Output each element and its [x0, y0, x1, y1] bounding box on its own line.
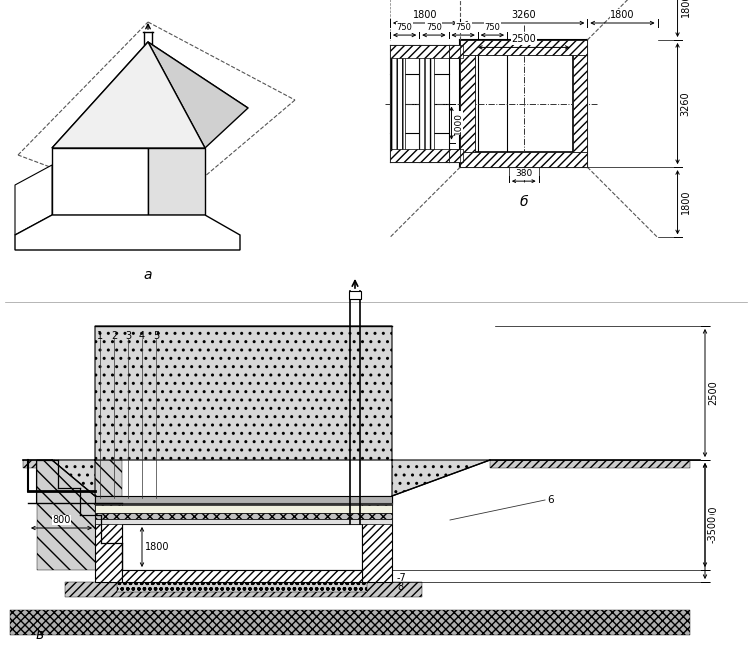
Bar — [420, 57, 434, 150]
Bar — [460, 55, 475, 152]
Text: 750: 750 — [397, 23, 413, 32]
Bar — [23, 460, 55, 468]
Text: 1800: 1800 — [145, 542, 169, 552]
Bar — [122, 570, 362, 582]
Text: 1800: 1800 — [681, 190, 690, 215]
Text: -7: -7 — [397, 573, 407, 583]
Bar — [95, 505, 392, 513]
Bar — [95, 519, 392, 524]
Text: 2500: 2500 — [511, 35, 536, 44]
Text: 700: 700 — [708, 506, 718, 525]
Text: 2500: 2500 — [708, 381, 718, 405]
Bar — [95, 513, 392, 519]
Text: в: в — [36, 628, 44, 642]
Bar — [122, 524, 362, 570]
Polygon shape — [52, 42, 205, 148]
Text: 3: 3 — [125, 331, 131, 341]
Bar — [390, 149, 448, 162]
Bar — [65, 582, 422, 597]
Bar — [490, 460, 690, 468]
Bar — [117, 582, 367, 592]
Bar — [95, 496, 122, 582]
Bar — [95, 496, 392, 504]
Text: 8: 8 — [397, 582, 403, 592]
Polygon shape — [52, 42, 148, 148]
Polygon shape — [15, 215, 240, 250]
Bar — [460, 40, 587, 55]
Text: 1800: 1800 — [610, 10, 635, 20]
Polygon shape — [15, 165, 52, 235]
Bar — [349, 291, 361, 299]
Text: 3260: 3260 — [681, 92, 690, 116]
Text: 0.00: 0.00 — [232, 574, 253, 584]
Bar — [390, 45, 448, 58]
Bar — [460, 152, 587, 167]
Bar — [362, 496, 392, 582]
Text: 750: 750 — [426, 23, 442, 32]
Polygon shape — [148, 42, 248, 148]
Text: а: а — [144, 268, 152, 282]
Text: 1: 1 — [97, 331, 103, 341]
Text: 1000: 1000 — [453, 112, 462, 135]
Text: 1800: 1800 — [681, 0, 690, 17]
Polygon shape — [37, 460, 122, 570]
Text: 6: 6 — [547, 495, 553, 505]
Text: 4: 4 — [139, 331, 145, 341]
Text: 2: 2 — [111, 331, 117, 341]
Polygon shape — [52, 148, 148, 215]
Bar — [448, 149, 463, 162]
Text: 380: 380 — [515, 169, 532, 178]
Text: 5: 5 — [153, 331, 159, 341]
Text: 750: 750 — [484, 23, 500, 32]
Text: 1800: 1800 — [413, 10, 438, 20]
Text: б: б — [520, 195, 528, 209]
Bar — [572, 55, 587, 152]
Polygon shape — [148, 148, 205, 215]
Bar — [448, 149, 460, 162]
Polygon shape — [52, 326, 490, 496]
Text: 3260: 3260 — [511, 10, 536, 20]
Bar — [10, 610, 690, 635]
Bar — [448, 45, 463, 58]
Text: -3500: -3500 — [708, 515, 718, 543]
Text: 800: 800 — [53, 515, 71, 525]
Text: 750: 750 — [455, 23, 471, 32]
Bar — [390, 45, 405, 162]
Bar — [448, 45, 460, 58]
Polygon shape — [95, 42, 248, 108]
